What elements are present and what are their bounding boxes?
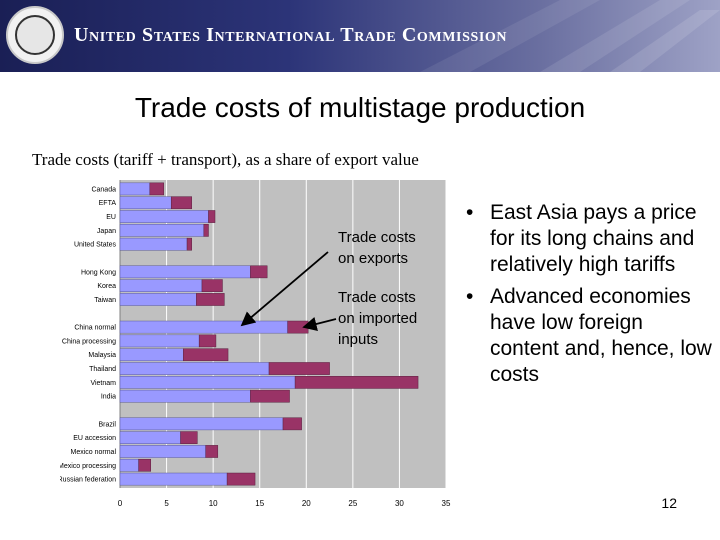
category-label: Hong Kong bbox=[81, 269, 116, 276]
bar-imported-inputs bbox=[186, 237, 192, 251]
annotation-imported-label: on imported bbox=[338, 310, 417, 327]
annotation-imported-label: inputs bbox=[338, 331, 378, 348]
bar-imported-inputs bbox=[205, 445, 219, 458]
annotation-imported-label: Trade costs bbox=[338, 289, 416, 306]
x-tick-label: 15 bbox=[255, 499, 264, 508]
bar-exports bbox=[119, 376, 296, 389]
category-label: Mexico normal bbox=[70, 449, 116, 456]
category-label: Russian federation bbox=[60, 477, 116, 484]
bar-exports bbox=[119, 417, 284, 431]
x-tick-label: 5 bbox=[164, 499, 169, 508]
category-label: United States bbox=[74, 242, 117, 249]
x-tick-label: 35 bbox=[442, 499, 451, 508]
annotation-exports-label: Trade costs bbox=[338, 229, 416, 246]
bullet-list: East Asia pays a price for its long chai… bbox=[462, 200, 712, 394]
x-tick-label: 30 bbox=[395, 499, 404, 508]
annotation-exports-label: on exports bbox=[338, 250, 408, 267]
bar-exports bbox=[119, 445, 206, 458]
category-label: EFTA bbox=[99, 200, 117, 207]
bar-imported-inputs bbox=[183, 348, 229, 362]
x-tick-label: 25 bbox=[348, 499, 357, 508]
bar-imported-inputs bbox=[208, 210, 216, 223]
usitc-seal-logo bbox=[6, 6, 64, 64]
bar-imported-inputs bbox=[149, 182, 165, 196]
category-label: Korea bbox=[97, 283, 116, 290]
header-decoration bbox=[420, 0, 720, 72]
bar-imported-inputs bbox=[250, 265, 268, 279]
bar-exports bbox=[119, 224, 205, 237]
bar-imported-inputs bbox=[170, 196, 192, 210]
x-tick-label: 0 bbox=[118, 499, 123, 508]
bullet-item: East Asia pays a price for its long chai… bbox=[462, 200, 712, 278]
category-label: China normal bbox=[74, 325, 116, 332]
bar-exports bbox=[119, 265, 251, 279]
bar-imported-inputs bbox=[201, 279, 223, 292]
chart-subtitle: Trade costs (tariff + transport), as a s… bbox=[32, 150, 419, 169]
bar-exports bbox=[119, 279, 203, 292]
bar-exports bbox=[119, 348, 184, 362]
x-tick-label: 20 bbox=[302, 499, 311, 508]
category-label: Mexico processing bbox=[60, 463, 116, 470]
arrow-to-imported bbox=[302, 317, 337, 331]
bar-imported-inputs bbox=[196, 293, 225, 306]
x-tick-label: 10 bbox=[209, 499, 218, 508]
bar-exports bbox=[119, 431, 181, 444]
bullet-item: Advanced economies have low foreign cont… bbox=[462, 284, 712, 388]
category-label: EU accession bbox=[73, 435, 116, 442]
bar-imported-inputs bbox=[282, 417, 302, 431]
bar-imported-inputs bbox=[268, 362, 330, 375]
bar-imported-inputs bbox=[198, 334, 217, 348]
bar-exports bbox=[119, 182, 151, 196]
category-label: India bbox=[101, 394, 116, 401]
bar-exports bbox=[119, 362, 270, 375]
category-label: Japan bbox=[97, 228, 116, 235]
bar-exports bbox=[119, 389, 251, 403]
category-label: Malaysia bbox=[88, 352, 116, 359]
bar-exports bbox=[119, 334, 200, 348]
bar-exports bbox=[119, 196, 172, 210]
bar-imported-inputs bbox=[203, 224, 209, 237]
category-label: EU bbox=[106, 214, 116, 221]
arrow-to-exports bbox=[240, 251, 329, 327]
bar-exports bbox=[119, 293, 197, 306]
bar-imported-inputs bbox=[180, 431, 198, 444]
bar-imported-inputs bbox=[138, 458, 151, 472]
category-label: Thailand bbox=[89, 366, 116, 373]
bar-imported-inputs bbox=[250, 389, 290, 403]
category-label: Vietnam bbox=[90, 380, 116, 387]
slide-title: Trade costs of multistage production bbox=[134, 92, 586, 123]
category-label: Canada bbox=[91, 186, 116, 193]
bar-imported-inputs bbox=[294, 376, 419, 389]
bar-exports bbox=[119, 472, 228, 486]
trade-cost-chart: Canada EFTA EU Japan United States Hong Kong K… bbox=[60, 176, 460, 512]
page-number: 12 bbox=[661, 495, 677, 511]
bar-imported-inputs bbox=[226, 472, 256, 486]
category-label: Taiwan bbox=[94, 297, 116, 304]
organization-name: United States International Trade Commis… bbox=[74, 24, 508, 46]
slide-header: United States International Trade Commis… bbox=[0, 0, 720, 72]
bar-exports bbox=[119, 237, 188, 251]
category-label: China processing bbox=[62, 338, 116, 345]
bar-exports bbox=[119, 458, 139, 472]
bar-exports bbox=[119, 320, 288, 334]
chart-svg: Canada EFTA EU Japan United States Hong Kong K… bbox=[60, 180, 451, 508]
category-label: Brazil bbox=[98, 421, 116, 428]
bar-exports bbox=[119, 210, 209, 223]
